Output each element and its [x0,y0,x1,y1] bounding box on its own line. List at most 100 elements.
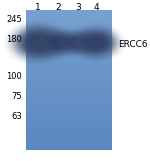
Ellipse shape [87,37,105,49]
Text: 245: 245 [6,15,22,24]
Bar [26,82,112,84]
Text: 4: 4 [93,3,99,12]
Bar [26,129,112,131]
Ellipse shape [18,29,58,56]
Ellipse shape [21,31,55,54]
Bar [26,106,112,108]
Ellipse shape [42,33,74,53]
Bar [26,14,112,16]
Ellipse shape [83,34,110,52]
Bar [26,120,112,122]
Ellipse shape [49,37,68,49]
Ellipse shape [89,38,104,48]
Ellipse shape [36,29,80,57]
Text: 2: 2 [55,3,61,12]
Bar [26,10,112,12]
Bar [26,90,112,92]
Ellipse shape [82,33,111,53]
Bar [26,42,112,43]
Bar [26,146,112,148]
Bar [26,103,112,104]
Bar [26,127,112,129]
Bar [26,104,112,106]
Bar [26,17,112,19]
Ellipse shape [51,38,65,47]
Ellipse shape [66,36,90,50]
Bar [26,110,112,111]
Bar [26,28,112,30]
Bar [26,59,112,61]
Bar [26,26,112,28]
Ellipse shape [14,27,62,58]
Ellipse shape [56,30,100,55]
Bar [26,63,112,64]
Ellipse shape [64,34,93,51]
Ellipse shape [39,30,78,55]
Ellipse shape [23,32,54,53]
Bar [26,38,112,40]
Bar [26,141,112,143]
Ellipse shape [61,33,95,52]
Ellipse shape [59,31,98,54]
Bar [26,35,112,37]
Bar [26,75,112,77]
Bar [26,92,112,94]
Ellipse shape [50,38,66,48]
Ellipse shape [27,36,49,50]
Bar [26,117,112,118]
Ellipse shape [68,37,89,49]
Bar [26,132,112,134]
Bar [26,94,112,96]
Ellipse shape [44,33,73,52]
Bar [26,30,112,31]
Text: 1: 1 [35,3,41,12]
Bar [26,19,112,21]
Bar [26,56,112,57]
Ellipse shape [10,24,67,62]
Ellipse shape [75,28,118,57]
Bar [26,145,112,146]
Bar [26,143,112,145]
Text: 3: 3 [75,3,81,12]
Ellipse shape [60,32,97,53]
Ellipse shape [41,32,75,53]
Bar [26,37,112,38]
Bar [26,99,112,101]
Ellipse shape [72,26,121,59]
Ellipse shape [19,30,57,55]
Ellipse shape [46,35,70,50]
Bar [26,43,112,45]
Bar [26,85,112,87]
Bar [26,45,112,47]
Ellipse shape [11,25,65,61]
Ellipse shape [62,34,94,52]
Bar [26,101,112,103]
Bar [26,16,112,17]
Ellipse shape [57,31,99,55]
Bar [26,57,112,59]
Bar [26,108,112,110]
Ellipse shape [70,38,87,47]
Ellipse shape [84,35,108,51]
Ellipse shape [65,35,92,50]
Ellipse shape [79,31,114,54]
Bar [26,139,112,141]
Bar [26,137,112,139]
Bar [26,64,112,66]
Bar [26,68,112,70]
Ellipse shape [76,29,116,56]
Ellipse shape [73,27,119,58]
Ellipse shape [24,33,52,52]
Bar [26,33,112,35]
Ellipse shape [45,34,72,51]
Ellipse shape [71,39,85,47]
Bar [26,21,112,23]
Bar [26,148,112,150]
Bar [26,70,112,71]
Bar [26,66,112,68]
Bar [26,118,112,120]
Bar [26,78,112,80]
Ellipse shape [8,23,68,63]
Bar [26,96,112,98]
Bar [26,73,112,75]
